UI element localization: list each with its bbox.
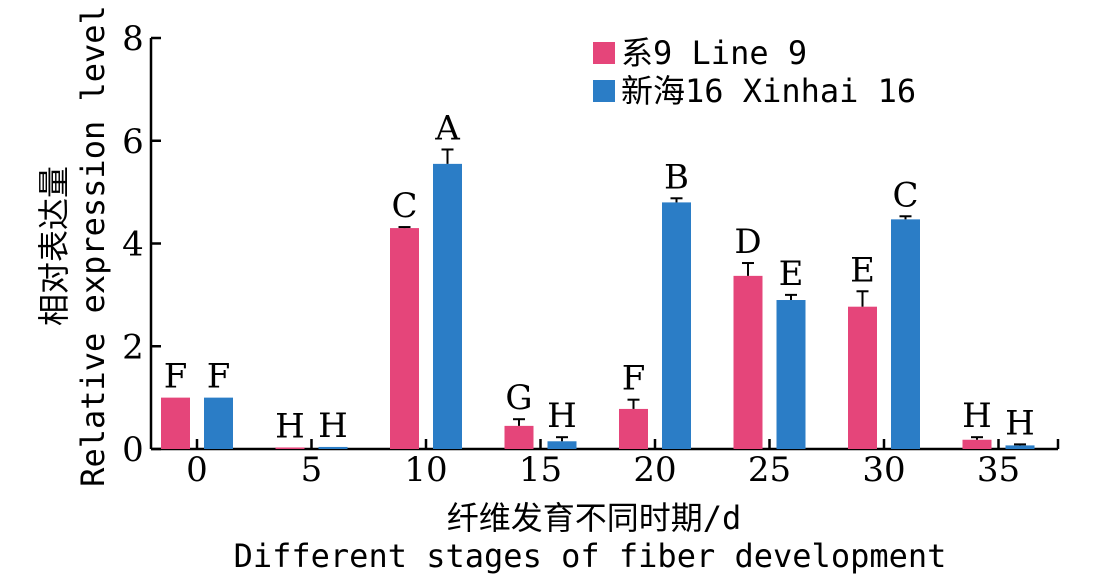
significance-label: D	[734, 222, 761, 262]
x-tick-label: 15	[519, 450, 562, 490]
y-axis-title-cn: 相对表达量	[35, 166, 73, 326]
significance-label: B	[664, 157, 689, 197]
x-tick-label: 5	[301, 450, 323, 490]
y-tick-label: 4	[122, 225, 144, 265]
legend-swatch	[593, 42, 615, 64]
significance-label: F	[207, 357, 231, 397]
bar	[504, 425, 534, 449]
x-tick-label: 20	[633, 450, 676, 490]
significance-label: H	[318, 406, 348, 446]
bar	[433, 163, 462, 449]
bar	[161, 397, 190, 449]
y-ticks: 0 2 4 6 8	[122, 19, 161, 470]
significance-label: A	[434, 108, 460, 148]
bar	[891, 219, 920, 449]
legend-label: 系9 Line 9	[621, 34, 807, 72]
x-ticks: 0 5 10 15 20 25 30 35	[186, 439, 1060, 490]
bar	[1005, 445, 1035, 449]
y-axis-title-en: Relative expression level	[74, 5, 112, 487]
significance-label: G	[505, 378, 532, 418]
y-tick-label: 2	[122, 327, 144, 367]
significance-label: H	[962, 396, 992, 436]
y-axis-title: 相对表达量 Relative expression level	[35, 5, 112, 487]
significance-label: H	[547, 396, 577, 436]
bar	[390, 228, 419, 449]
significance-label: H	[1005, 403, 1035, 443]
bar	[318, 446, 348, 449]
x-tick-label: 35	[977, 450, 1020, 490]
bar	[776, 300, 806, 449]
x-axis-title-cn: 纤维发育不同时期/d	[447, 499, 742, 537]
bar	[662, 202, 691, 449]
bar	[204, 397, 233, 449]
legend-label: 新海16 Xinhai 16	[621, 72, 916, 110]
x-tick-label: 25	[748, 450, 791, 490]
significance-label: H	[275, 406, 305, 446]
y-tick-label: 6	[122, 122, 144, 162]
x-axis-title-en: Different stages of fiber development	[234, 537, 947, 575]
significance-label: C	[391, 186, 417, 226]
significance-label: F	[622, 359, 646, 399]
x-axis-title: 纤维发育不同时期/d Different stages of fiber dev…	[234, 499, 947, 575]
significance-label: E	[779, 254, 804, 294]
bar	[962, 439, 992, 449]
significance-label: E	[850, 250, 875, 290]
bar	[848, 306, 877, 449]
significance-label: F	[164, 357, 188, 397]
y-tick-label: 8	[122, 19, 144, 59]
x-tick-label: 0	[186, 450, 208, 490]
bar	[547, 441, 577, 449]
bar	[733, 275, 763, 449]
bar	[275, 447, 305, 449]
legend-swatch	[593, 80, 615, 102]
bar	[619, 408, 648, 449]
significance-label: C	[892, 175, 918, 215]
x-tick-label: 30	[862, 450, 905, 490]
y-tick-label: 0	[122, 430, 144, 470]
x-tick-label: 10	[404, 450, 447, 490]
